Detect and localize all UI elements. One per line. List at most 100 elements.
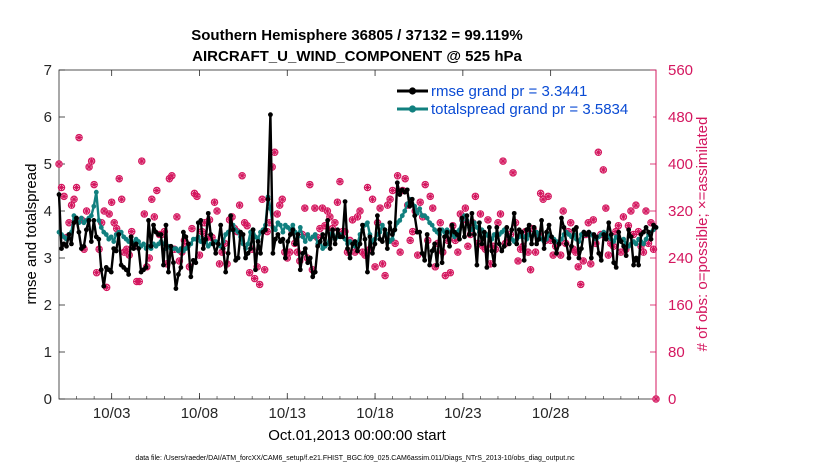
obs-assimilated-marker xyxy=(70,196,78,203)
obs-assimilated-marker xyxy=(489,243,497,250)
obs-assimilated-marker xyxy=(161,228,168,235)
rmse-point xyxy=(325,218,331,223)
totalspread-point xyxy=(93,189,99,195)
obs-assimilated-marker xyxy=(236,201,243,209)
rmse-point xyxy=(273,236,278,242)
totalspread-point xyxy=(111,239,117,244)
rmse-point xyxy=(223,269,229,275)
rmse-point xyxy=(171,260,176,266)
obs-assimilated-marker xyxy=(401,175,409,182)
rmse-point xyxy=(116,232,122,237)
rmse-point xyxy=(330,227,336,233)
rmse-point xyxy=(250,227,256,233)
obs-assimilated-marker xyxy=(514,257,522,265)
obs-assimilated-marker xyxy=(577,281,584,288)
legend-box xyxy=(393,79,653,119)
totalspread-point xyxy=(641,241,646,247)
rmse-point xyxy=(484,265,490,270)
obs-assimilated-marker xyxy=(274,210,281,218)
totalspread-point xyxy=(424,215,430,221)
rmse-point xyxy=(193,260,199,266)
obs-assimilated-marker xyxy=(572,248,579,256)
rmse-point xyxy=(228,213,234,219)
obs-assimilated-marker xyxy=(176,257,183,265)
obs-assimilated-marker xyxy=(138,157,145,165)
rmse-point xyxy=(566,255,572,261)
obs-assimilated-marker xyxy=(241,219,248,226)
obs-assimilated-marker xyxy=(136,278,143,285)
obs-assimilated-marker xyxy=(319,204,326,212)
totalspread-point xyxy=(297,225,303,230)
rmse-point xyxy=(603,236,609,242)
rmse-point xyxy=(574,225,579,230)
obs-assimilated-marker xyxy=(391,240,399,247)
rmse-point xyxy=(340,234,345,240)
rmse-point xyxy=(245,250,251,256)
rmse-point xyxy=(397,192,403,197)
obs-assimilated-marker xyxy=(90,181,98,188)
rmse-point xyxy=(347,255,353,261)
rmse-point xyxy=(280,236,286,242)
rmse-point xyxy=(128,234,134,240)
obs-assimilated-marker xyxy=(271,149,278,156)
obs-assimilated-marker xyxy=(394,172,401,179)
y-tick-label: 0 xyxy=(44,391,52,408)
obs-assimilated-marker xyxy=(432,263,439,271)
obs-assimilated-marker xyxy=(75,134,83,141)
legend: rmse grand pr = 3.3441 totalspread grand… xyxy=(393,79,653,119)
rmse-point xyxy=(464,213,470,219)
rmse-point xyxy=(434,262,440,268)
rmse-point xyxy=(342,199,348,205)
obs-assimilated-marker xyxy=(592,240,599,247)
rmse-point xyxy=(524,227,530,233)
rmse-point xyxy=(287,232,293,237)
obs-assimilated-marker xyxy=(472,193,479,200)
rmse-point xyxy=(611,260,617,266)
obs-assimilated-marker xyxy=(494,219,502,226)
obs-assimilated-marker xyxy=(316,225,324,232)
totalspread-point xyxy=(103,232,109,237)
rmse-point xyxy=(265,196,271,202)
totalspread-point xyxy=(379,222,385,228)
obs-assimilated-marker xyxy=(246,269,253,276)
obs-assimilated-marker xyxy=(359,248,366,256)
rmse-point xyxy=(113,248,119,254)
obs-assimilated-marker xyxy=(188,225,196,232)
rmse-point xyxy=(534,241,539,247)
obs-assimilated-marker xyxy=(116,175,123,182)
obs-assimilated-marker xyxy=(331,219,339,226)
rmse-point xyxy=(335,227,340,233)
rmse-point xyxy=(519,229,525,235)
rmse-point xyxy=(387,220,393,226)
legend-spread-text: totalspread grand pr = 3.5834 xyxy=(431,101,628,118)
x-tick-label: 10/18 xyxy=(356,405,394,422)
rmse-point xyxy=(608,232,614,237)
obs-assimilated-marker xyxy=(429,204,436,212)
rmse-point xyxy=(514,241,520,247)
rmse-point xyxy=(74,215,79,221)
totalspread-point xyxy=(245,241,251,247)
rmse-point xyxy=(598,257,604,263)
obs-assimilated-marker xyxy=(334,198,341,206)
rmse-point xyxy=(404,187,410,193)
rmse-point xyxy=(392,227,398,233)
rmse-point xyxy=(297,267,303,273)
obs-assimilated-marker xyxy=(384,201,391,209)
rmse-point xyxy=(389,232,395,237)
obs-assimilated-marker xyxy=(211,198,218,206)
rmse-point xyxy=(449,222,455,228)
totalspread-point xyxy=(280,229,286,235)
obs-assimilated-marker xyxy=(243,222,251,229)
obs-assimilated-marker xyxy=(68,201,75,209)
rmse-point xyxy=(133,241,139,247)
rmse-point xyxy=(123,267,129,273)
rmse-point xyxy=(561,225,567,230)
obs-assimilated-marker xyxy=(617,248,625,256)
rmse-point xyxy=(544,229,549,235)
rmse-point xyxy=(365,269,370,275)
rmse-point xyxy=(243,255,248,261)
obs-assimilated-marker xyxy=(326,213,334,221)
obs-assimilated-marker xyxy=(595,149,602,156)
totalspread-point xyxy=(397,218,403,223)
rmse-point xyxy=(506,241,512,247)
